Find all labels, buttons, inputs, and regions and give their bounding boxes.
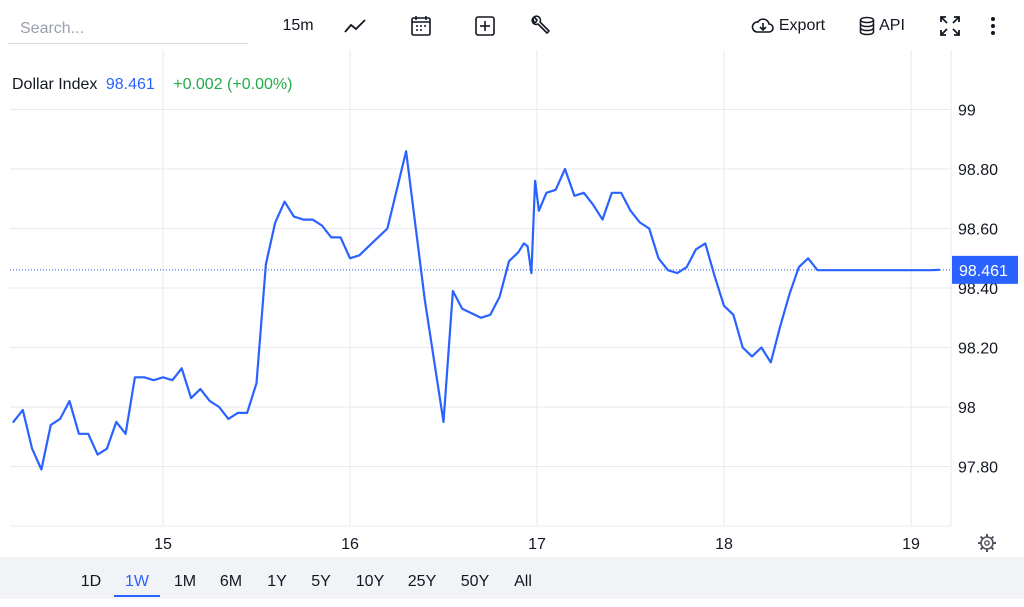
settings-tools-button[interactable] (525, 12, 555, 40)
range-1d[interactable]: 1D (80, 573, 102, 590)
more-icon (991, 17, 995, 35)
symbol-name: Dollar Index (12, 76, 98, 93)
y-tick-label: 98.20 (958, 341, 998, 358)
range-6m[interactable]: 6M (219, 573, 243, 590)
range-1y[interactable]: 1Y (267, 573, 287, 590)
add-indicator-button[interactable] (470, 12, 500, 40)
last-price-tag: 98.461 (952, 255, 1018, 284)
fullscreen-icon (940, 16, 960, 36)
toolbar: 15m Export (0, 0, 1024, 50)
cloud-download-icon (751, 18, 774, 33)
y-tick-label: 98.40 (958, 281, 998, 298)
wrench-icon (531, 15, 550, 34)
y-tick-label: 98 (958, 400, 976, 417)
price-chart[interactable]: 97.80 98 98.20 98.40 98.60 98.80 99 15 16 17 18 19… (0, 0, 1024, 557)
range-1w[interactable]: 1W (114, 557, 160, 597)
chart-settings-button[interactable] (978, 534, 996, 552)
range-10y[interactable]: 10Y (355, 573, 385, 590)
search-input[interactable] (8, 14, 248, 44)
range-all[interactable]: All (514, 573, 532, 590)
export-button[interactable]: Export (742, 12, 834, 40)
range-25y[interactable]: 25Y (407, 573, 437, 590)
more-button[interactable] (982, 12, 1004, 40)
chart-legend: Dollar Index 98.461 +0.002 (+0.00%) (12, 76, 292, 94)
y-tick-label: 98.80 (958, 162, 998, 179)
chart-type-button[interactable] (340, 12, 370, 40)
x-tick-label: 19 (902, 536, 920, 553)
series-line (12, 150, 941, 471)
price-change: +0.002 (+0.00%) (173, 76, 293, 93)
export-label: Export (778, 17, 826, 34)
range-50y[interactable]: 50Y (460, 573, 490, 590)
last-price: 98.461 (105, 76, 155, 93)
y-tick-label: 98.60 (958, 222, 998, 239)
api-button[interactable]: API (852, 12, 912, 40)
range-5y[interactable]: 5Y (311, 573, 331, 590)
date-range-button[interactable] (406, 12, 436, 40)
x-tick-label: 16 (341, 536, 359, 553)
x-tick-label: 15 (154, 536, 172, 553)
interval-button[interactable]: 15m (276, 12, 320, 40)
last-price-tag-label: 98.461 (959, 263, 1008, 280)
line-chart-icon (344, 19, 366, 33)
y-tick-label: 97.80 (958, 460, 998, 477)
x-tick-label: 18 (715, 536, 733, 553)
x-tick-label: 17 (528, 536, 546, 553)
database-icon (859, 16, 875, 36)
range-1m[interactable]: 1M (173, 573, 197, 590)
calendar-icon (411, 16, 431, 36)
range-bar: 1D 1W 1M 6M 1Y 5Y 10Y 25Y 50Y All (0, 557, 1024, 599)
api-label: API (879, 17, 905, 34)
fullscreen-button[interactable] (936, 12, 964, 40)
add-indicator-icon (475, 16, 495, 36)
interval-label: 15m (282, 17, 314, 34)
y-tick-label: 99 (958, 103, 976, 120)
